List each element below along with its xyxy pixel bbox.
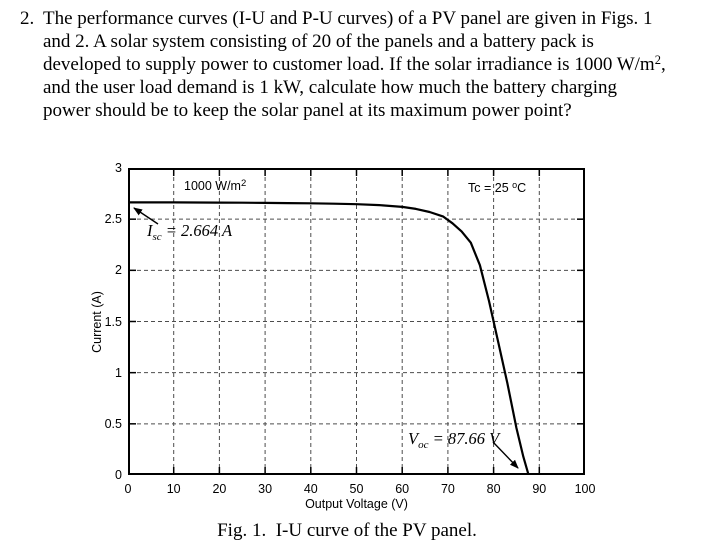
problem-line: The performance curves (I-U and P-U curv… xyxy=(43,8,653,29)
degree-superscript: o xyxy=(512,180,518,190)
temperature-unit: C xyxy=(517,181,527,195)
y-tick-label: 3 xyxy=(115,161,122,175)
irradiance-text: 1000 W/m xyxy=(184,179,241,193)
y-tick-label: 1.5 xyxy=(104,314,122,329)
y-tick-label: 0.5 xyxy=(104,416,122,431)
irradiance-superscript: 2 xyxy=(240,178,247,189)
problem-text: The performance curves (I-U and P-U curv… xyxy=(43,7,666,122)
temperature-text: Tc = 25 xyxy=(468,181,513,195)
problem-statement: 2. The performance curves (I-U and P-U c… xyxy=(20,7,666,122)
x-tick-label: 80 xyxy=(486,482,501,496)
x-tick-label: 30 xyxy=(258,482,273,496)
isc-subscript: sc xyxy=(152,231,162,243)
problem-line-text: developed to supply power to customer lo… xyxy=(43,54,655,75)
plot-svg xyxy=(128,168,585,475)
voc-subscript: oc xyxy=(418,439,429,451)
temperature-label: Tc = 25 oC xyxy=(468,180,527,196)
voc-arrow xyxy=(492,441,519,469)
grid-layer xyxy=(130,170,583,473)
plot-area xyxy=(128,168,585,475)
x-tick-label: 10 xyxy=(166,482,181,496)
x-tick-label: 90 xyxy=(532,482,547,496)
x-tick-label: 100 xyxy=(574,482,596,496)
problem-line: power should be to keep the solar panel … xyxy=(43,100,572,121)
voc-value: = 87.66 V xyxy=(428,429,500,448)
problem-line: and the user load demand is 1 kW, calcul… xyxy=(43,77,618,98)
x-tick-label: 20 xyxy=(212,482,227,496)
y-axis-label: Current (A) xyxy=(90,291,104,353)
plot-border xyxy=(128,168,585,475)
isc-var: I xyxy=(147,221,153,240)
x-tick-label: 70 xyxy=(440,482,455,496)
isc-label: Isc = 2.664 A xyxy=(147,221,233,243)
x-tick-label: 60 xyxy=(395,482,410,496)
voc-var: V xyxy=(408,429,419,448)
problem-line: developed to supply power to customer lo… xyxy=(43,53,666,76)
irradiance-label: 1000 W/m2 xyxy=(184,179,246,193)
x-tick-label: 40 xyxy=(303,482,318,496)
voc-label: Voc = 87.66 V xyxy=(408,429,500,451)
iv-curve xyxy=(128,201,530,475)
x-tick-label: 50 xyxy=(349,482,364,496)
problem-line: and 2. A solar system consisting of 20 o… xyxy=(43,31,594,52)
y-tick-label: 0 xyxy=(115,468,122,482)
y-tick-label: 2 xyxy=(115,263,122,278)
x-tick-label: 0 xyxy=(124,482,132,496)
y-tick-label: 2.5 xyxy=(104,212,122,227)
superscript-2: 2 xyxy=(654,53,661,67)
tick-layer xyxy=(128,168,585,475)
figure-caption: Fig. 1. I-U curve of the PV panel. xyxy=(217,520,477,541)
x-axis-label: Output Voltage (V) xyxy=(305,497,408,511)
isc-value: = 2.664 A xyxy=(161,221,233,240)
isc-arrow xyxy=(133,207,159,225)
problem-number: 2. xyxy=(20,8,35,29)
y-tick-label: 1 xyxy=(115,365,122,380)
problem-line-text: , xyxy=(660,54,666,75)
